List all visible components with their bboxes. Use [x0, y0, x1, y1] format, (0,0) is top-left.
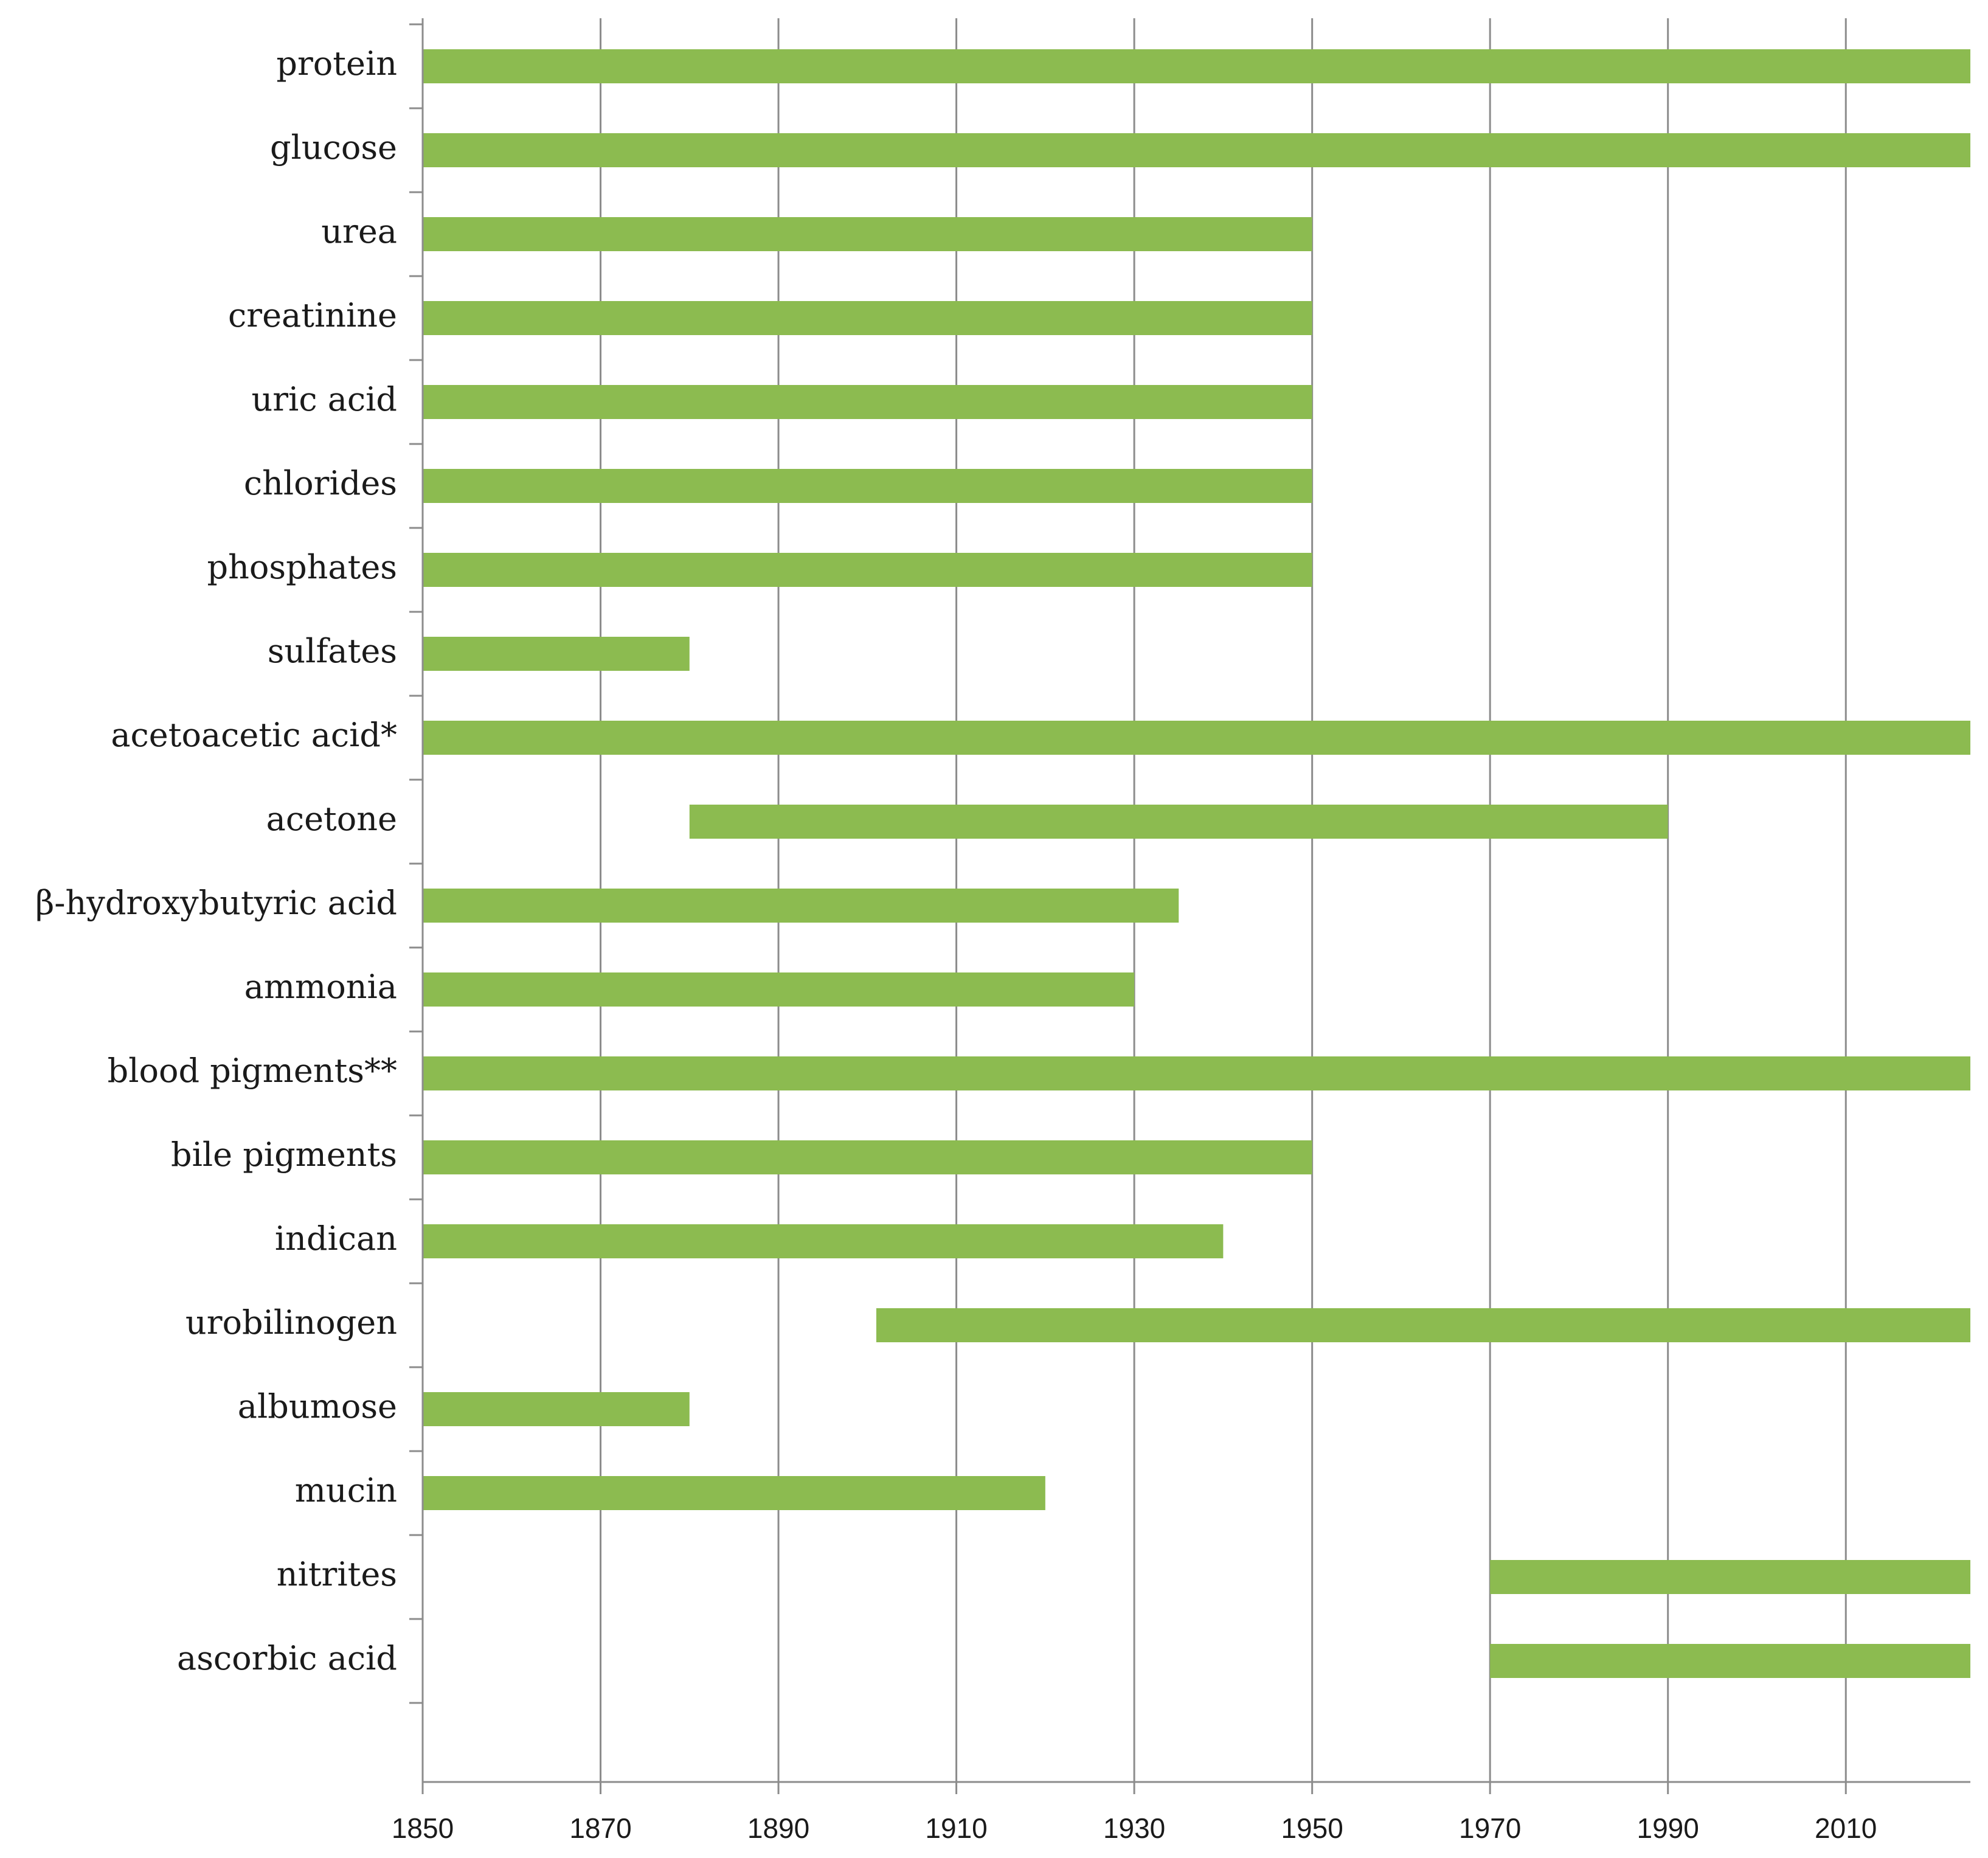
bar-16	[423, 1392, 690, 1426]
category-labels: protein glucose urea creatinine uric acid chl…	[35, 44, 397, 1677]
bar-7	[423, 637, 690, 671]
category-label: blood pigments**	[108, 1052, 397, 1090]
category-label: urobilinogen	[185, 1303, 397, 1342]
category-label: nitrites	[277, 1555, 397, 1593]
x-tick-label: 1870	[569, 1812, 631, 1844]
category-label: mucin	[295, 1471, 397, 1510]
bar-8	[423, 721, 1970, 755]
bar-5	[423, 469, 1312, 503]
category-label: urea	[321, 212, 397, 251]
bar-11	[423, 972, 1135, 1007]
bar-6	[423, 553, 1312, 587]
bar-18	[1490, 1560, 1970, 1594]
bar-1	[423, 133, 1970, 167]
category-label: bile pigments	[171, 1135, 397, 1174]
bar-19	[1490, 1644, 1970, 1678]
bar-9	[689, 805, 1668, 839]
x-tick-label: 1910	[925, 1812, 987, 1844]
bar-3	[423, 301, 1312, 335]
category-label: β-hydroxybutyric acid	[35, 884, 397, 922]
category-label: chlorides	[244, 464, 397, 502]
category-label: sulfates	[268, 632, 397, 670]
x-tick-labels: 1850 1870 1890 1910 1930 1950 1970 1990 2010	[392, 1812, 1877, 1844]
category-label: protein	[276, 44, 397, 83]
category-label: ascorbic acid	[177, 1639, 397, 1677]
category-label: acetone	[266, 800, 397, 838]
category-label: indican	[275, 1219, 397, 1258]
x-tick-label: 1990	[1637, 1812, 1699, 1844]
x-tick-label: 1930	[1103, 1812, 1165, 1844]
x-tick-label: 1890	[747, 1812, 809, 1844]
bar-10	[423, 889, 1179, 923]
bars	[423, 49, 1970, 1678]
category-label: phosphates	[207, 548, 397, 586]
category-label: acetoacetic acid*	[111, 716, 397, 754]
category-label: glucose	[270, 128, 397, 167]
category-label: uric acid	[251, 380, 397, 418]
x-tick-label: 1970	[1459, 1812, 1521, 1844]
category-label: creatinine	[228, 296, 397, 335]
bar-15	[876, 1308, 1970, 1342]
bar-0	[423, 49, 1970, 83]
x-tick-label: 2010	[1815, 1812, 1877, 1844]
bar-4	[423, 385, 1312, 419]
bar-17	[423, 1476, 1045, 1510]
bar-14	[423, 1224, 1224, 1258]
category-label: albumose	[238, 1387, 397, 1426]
x-tick-label: 1850	[392, 1812, 454, 1844]
category-label: ammonia	[244, 968, 397, 1006]
bar-12	[423, 1056, 1970, 1090]
axes	[409, 18, 1970, 1794]
x-tick-label: 1950	[1281, 1812, 1343, 1844]
bar-13	[423, 1140, 1312, 1174]
bar-2	[423, 217, 1312, 251]
